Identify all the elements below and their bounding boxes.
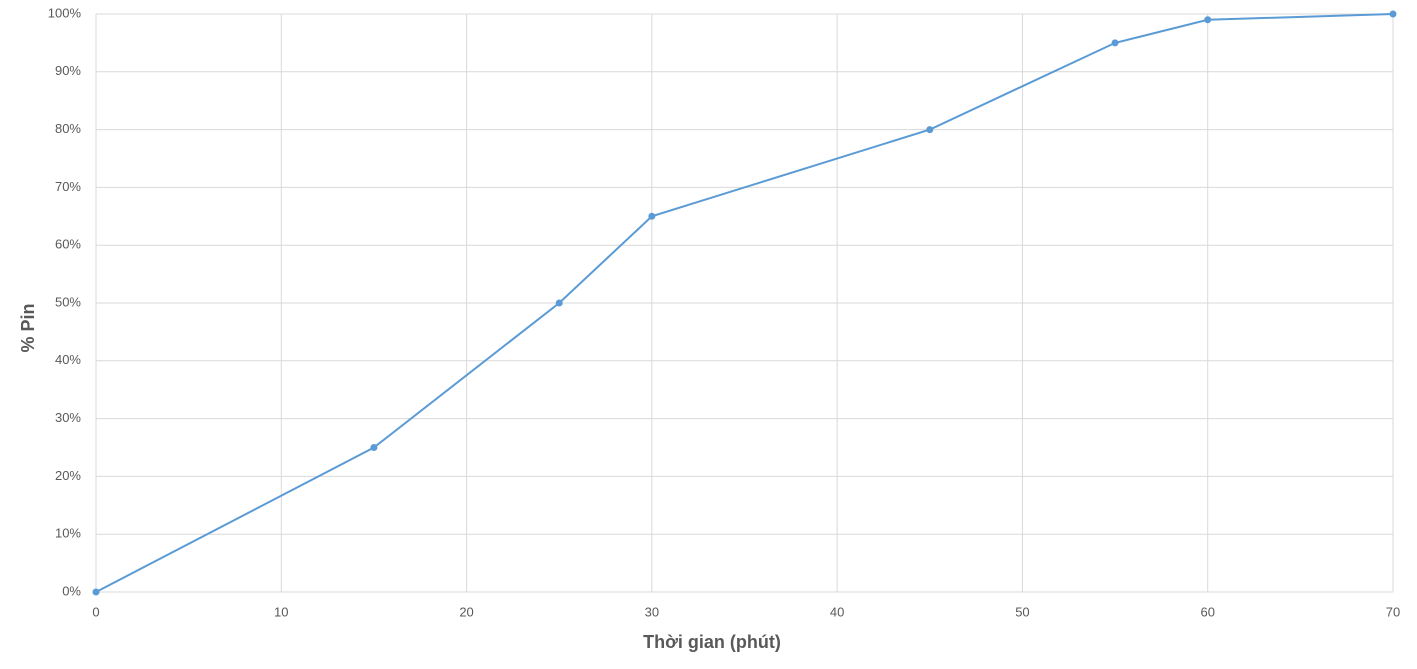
x-tick-label: 20: [459, 604, 473, 619]
x-axis-title: Thời gian (phút): [643, 632, 781, 652]
x-tick-label: 50: [1015, 604, 1029, 619]
x-tick-label: 70: [1386, 604, 1400, 619]
data-point: [370, 444, 378, 451]
y-tick-label: 80%: [55, 121, 81, 136]
data-point: [92, 588, 100, 596]
data-point: [555, 299, 563, 307]
x-tick-label: 40: [830, 604, 844, 619]
data-point: [1204, 16, 1212, 24]
y-tick-label: 10%: [55, 526, 81, 541]
y-tick-label: 50%: [55, 294, 81, 309]
x-tick-label: 60: [1200, 604, 1214, 619]
x-tick-label: 30: [645, 604, 659, 619]
y-tick-label: 30%: [55, 410, 81, 425]
y-tick-label: 100%: [48, 5, 82, 20]
data-point: [648, 212, 656, 220]
data-point: [1389, 10, 1397, 18]
y-tick-label: 60%: [55, 237, 81, 252]
y-tick-label: 20%: [55, 468, 81, 483]
x-tick-label: 0: [92, 604, 99, 619]
y-tick-label: 0%: [62, 583, 81, 598]
data-point: [926, 126, 934, 134]
x-tick-label: 10: [274, 604, 288, 619]
y-tick-label: 40%: [55, 352, 81, 367]
y-tick-label: 70%: [55, 179, 81, 194]
y-axis-title: % Pin: [18, 303, 38, 352]
data-line: [95, 13, 1394, 593]
data-point: [1111, 39, 1119, 47]
y-tick-label: 90%: [55, 63, 81, 78]
